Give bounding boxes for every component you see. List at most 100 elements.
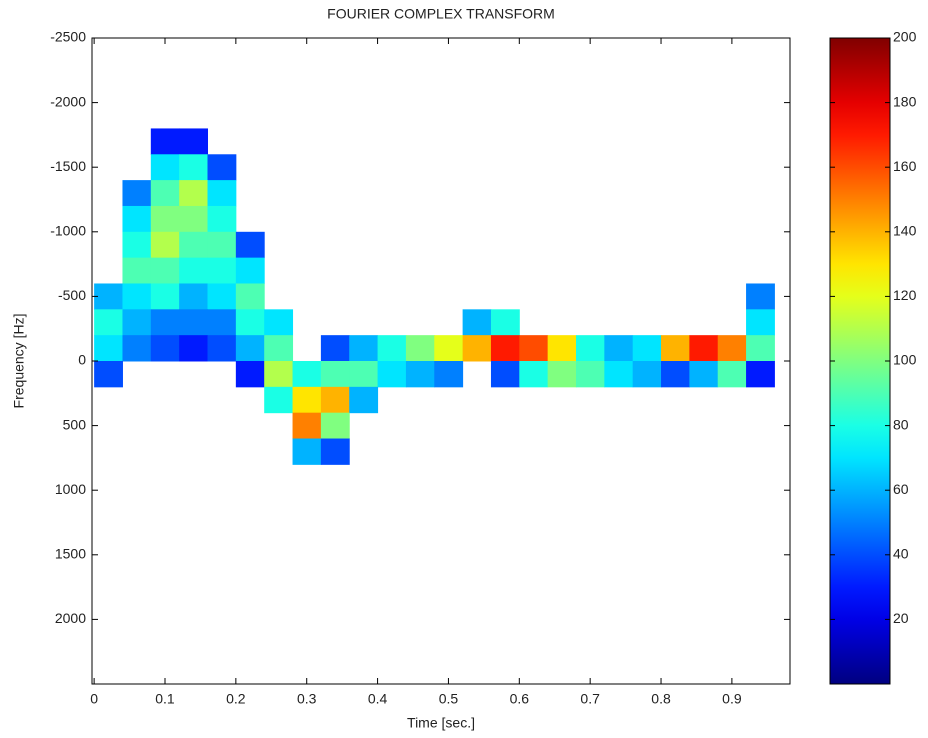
heatmap-cell <box>150 128 180 155</box>
colorbar-tick-label: 80 <box>893 416 909 432</box>
heatmap-cell <box>122 231 152 259</box>
heatmap-cell <box>405 361 435 388</box>
x-tick-label: 0.3 <box>297 691 317 707</box>
x-tick-label: 0.7 <box>580 691 600 707</box>
heatmap-cell <box>122 283 152 310</box>
heatmap-cell <box>490 335 520 362</box>
heatmap-cell <box>292 438 322 465</box>
heatmap-cell <box>235 361 265 388</box>
y-tick-label: 500 <box>63 416 87 432</box>
heatmap-cell <box>490 309 520 336</box>
y-tick-label: -1000 <box>50 223 86 239</box>
heatmap-cell <box>94 309 123 336</box>
heatmap-cell <box>207 205 237 233</box>
heatmap-cell <box>320 361 350 388</box>
heatmap-cell <box>377 335 407 362</box>
heatmap-cell <box>547 361 577 388</box>
colorbar-tick-label: 20 <box>893 610 909 626</box>
heatmap-cell <box>717 361 747 388</box>
heatmap-cell <box>462 309 492 336</box>
colorbar-tick-label: 40 <box>893 546 909 562</box>
heatmap-cell <box>235 283 265 310</box>
heatmap-cell <box>604 361 634 388</box>
x-tick-label: 0.2 <box>226 691 246 707</box>
heatmap-cell <box>264 309 294 336</box>
heatmap-cell <box>547 335 577 362</box>
y-tick-label: -2000 <box>50 93 86 109</box>
heatmap-cell <box>179 257 209 284</box>
heatmap-cell <box>94 283 123 310</box>
heatmap-cell <box>320 438 350 465</box>
heatmap-cell <box>94 361 123 388</box>
heatmap-cell <box>235 335 265 362</box>
heatmap-cell <box>150 231 180 259</box>
heatmap-cell <box>207 180 237 207</box>
heatmap-cell <box>179 180 209 207</box>
colorbar-tick-label: 160 <box>893 158 917 174</box>
y-tick-label: 1000 <box>55 481 86 497</box>
heatmap-cell <box>632 361 662 388</box>
heatmap-cell <box>207 154 237 181</box>
colorbar-tick-label: 140 <box>893 223 917 239</box>
heatmap-cell <box>207 257 237 284</box>
y-axis-label: Frequency [Hz] <box>11 314 27 409</box>
colorbar <box>829 37 891 685</box>
y-tick-label: 1500 <box>55 546 86 562</box>
heatmap-cell <box>122 205 152 233</box>
heatmap-cell <box>122 309 152 336</box>
heatmap-cell <box>519 361 549 388</box>
y-tick-label: -500 <box>58 287 86 303</box>
heatmap-cell <box>207 283 237 310</box>
x-tick-label: 0.6 <box>510 691 530 707</box>
heatmap-cell <box>150 283 180 310</box>
y-tick-label: -2500 <box>50 29 86 45</box>
heatmap-cell <box>235 309 265 336</box>
heatmap-cell <box>434 335 464 362</box>
heatmap-cell <box>746 361 775 388</box>
heatmap-cell <box>179 154 209 181</box>
heatmap-cell <box>604 335 634 362</box>
colorbar-tick-label: 180 <box>893 93 917 109</box>
heatmap-cell <box>717 335 747 362</box>
heatmap-cell <box>207 309 237 336</box>
heatmap-cell <box>746 283 775 310</box>
heatmap-cell <box>94 335 123 362</box>
heatmap-cell <box>746 335 775 362</box>
heatmap-cell <box>462 335 492 362</box>
colorbar-tick-label: 60 <box>893 481 909 497</box>
heatmap-cell <box>320 335 350 362</box>
heatmap-cell <box>122 257 152 284</box>
heatmap-cell <box>377 361 407 388</box>
heatmap-cell <box>150 205 180 233</box>
x-tick-label: 0.9 <box>722 691 742 707</box>
heatmap-cell <box>292 361 322 388</box>
y-tick-label: -1500 <box>50 158 86 174</box>
heatmap-cell <box>320 412 350 440</box>
colorbar-tick-label: 200 <box>893 29 917 45</box>
chart-title: FOURIER COMPLEX TRANSFORM <box>327 6 555 22</box>
heatmap-cell <box>746 309 775 336</box>
heatmap-cell <box>264 386 294 414</box>
heatmap-cell <box>179 205 209 233</box>
heatmap-cell <box>349 335 379 362</box>
heatmap-cell <box>349 361 379 388</box>
heatmap-cell <box>150 180 180 207</box>
heatmap-cell <box>689 335 719 362</box>
heatmap-cell <box>179 231 209 259</box>
heatmap-cell <box>150 257 180 284</box>
x-tick-label: 0.8 <box>651 691 671 707</box>
plot-frame <box>91 37 791 685</box>
heatmap-cell <box>122 335 152 362</box>
heatmap-cell <box>320 386 350 414</box>
x-tick-label: 0.5 <box>439 691 459 707</box>
x-tick-label: 0 <box>90 691 98 707</box>
heatmap-cell <box>519 335 549 362</box>
x-axis-label: Time [sec.] <box>407 715 475 731</box>
heatmap-cell <box>150 335 180 362</box>
heatmap-cell <box>434 361 464 388</box>
heatmap-cell <box>661 361 690 388</box>
heatmap-cell <box>575 361 605 388</box>
x-tick-label: 0.1 <box>155 691 175 707</box>
heatmap-cell <box>207 231 237 259</box>
